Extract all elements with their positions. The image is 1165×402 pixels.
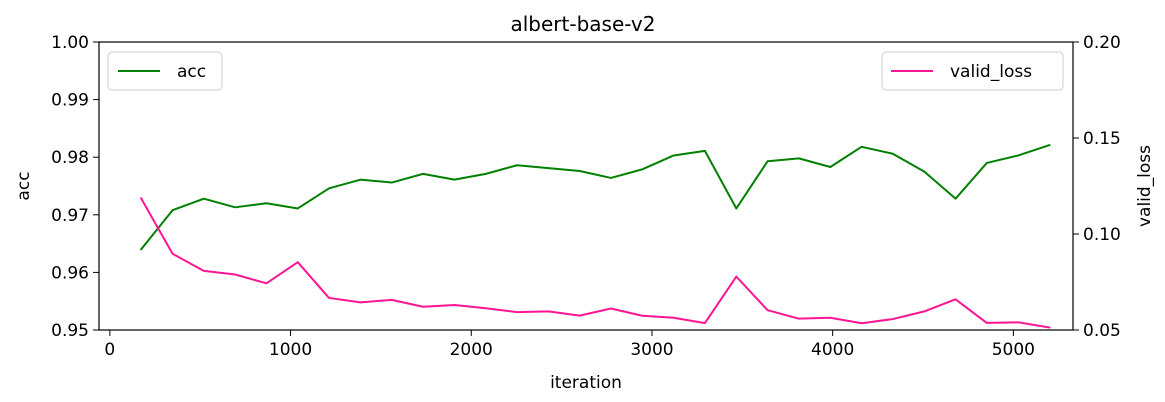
y-tick-label: 1.00 [51,33,89,53]
y-tick-label: 0.96 [51,263,89,283]
x-tick-label: 1000 [269,340,312,360]
axes: 0 1000 2000 3000 4000 5000 0.95 0.96 0.97 0.98 0.9… [51,33,1121,360]
x-tick-label: 0 [104,340,115,360]
y-tick-label: 0.99 [51,91,89,111]
y-tick-label: 0.98 [51,148,89,168]
x-axis-title: iteration [550,373,622,393]
x-tick-label: 2000 [450,340,493,360]
plot-frame [98,41,1074,331]
y2-tick-label: 0.15 [1083,129,1121,149]
y2-tick-label: 0.10 [1083,225,1121,245]
chart-title: albert-base-v2 [510,12,655,36]
y-tick-label: 0.95 [51,321,89,341]
y2-tick-label: 0.20 [1083,33,1121,53]
x-tick-label: 3000 [630,340,673,360]
y2-axis-title: valid_loss [1135,145,1155,227]
plot-area [140,144,1051,329]
series-line-valid-loss [140,197,1051,329]
legend-acc: acc [107,51,223,91]
legend-valid-loss-box [881,51,1064,91]
y-tick-label: 0.97 [51,206,89,226]
x-tick-label: 5000 [992,340,1035,360]
x-tick-label: 4000 [811,340,854,360]
legend-valid-loss-label: valid_loss [950,62,1032,82]
legend-acc-box [107,51,223,91]
y2-tick-label: 0.05 [1083,321,1121,341]
legend-acc-label: acc [177,62,206,82]
legend-valid-loss: valid_loss [881,51,1064,91]
series-line-acc [140,144,1051,251]
y-axis-title: acc [14,171,34,200]
